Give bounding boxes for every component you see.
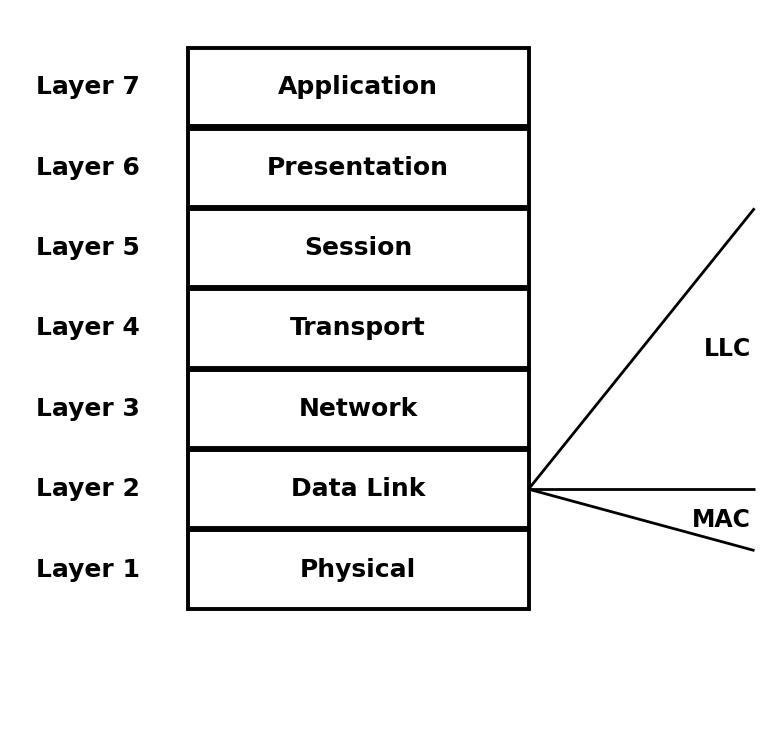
Text: MAC: MAC xyxy=(692,508,751,532)
Bar xyxy=(188,209,529,287)
Text: LLC: LLC xyxy=(703,337,751,361)
Text: Layer 5: Layer 5 xyxy=(36,236,140,260)
Text: Layer 6: Layer 6 xyxy=(36,155,140,180)
Text: Session: Session xyxy=(304,236,412,260)
Text: Transport: Transport xyxy=(290,316,426,341)
Text: Data Link: Data Link xyxy=(291,477,425,501)
Bar xyxy=(188,289,529,368)
Bar xyxy=(188,450,529,528)
Text: Layer 4: Layer 4 xyxy=(36,316,140,341)
Text: Layer 2: Layer 2 xyxy=(36,477,140,501)
Text: Presentation: Presentation xyxy=(267,155,449,180)
Text: Layer 1: Layer 1 xyxy=(36,557,140,582)
Text: Layer 3: Layer 3 xyxy=(36,397,140,421)
Bar xyxy=(188,48,529,126)
Bar xyxy=(188,370,529,448)
Bar xyxy=(188,129,529,207)
Bar xyxy=(188,530,529,609)
Text: Application: Application xyxy=(278,75,438,100)
Text: Physical: Physical xyxy=(300,557,416,582)
Text: Layer 7: Layer 7 xyxy=(36,75,140,100)
Text: Network: Network xyxy=(299,397,417,421)
